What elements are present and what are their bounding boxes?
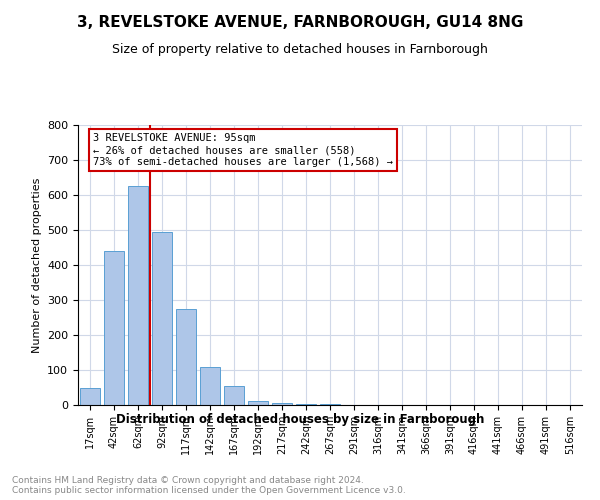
Bar — [128, 186, 148, 405]
Bar — [320, 404, 340, 405]
Y-axis label: Number of detached properties: Number of detached properties — [32, 178, 41, 352]
Bar — [80, 388, 100, 405]
Text: 3, REVELSTOKE AVENUE, FARNBOROUGH, GU14 8NG: 3, REVELSTOKE AVENUE, FARNBOROUGH, GU14 … — [77, 15, 523, 30]
Bar — [248, 401, 268, 405]
Bar — [104, 251, 124, 405]
Text: Contains HM Land Registry data © Crown copyright and database right 2024.
Contai: Contains HM Land Registry data © Crown c… — [12, 476, 406, 495]
Text: 3 REVELSTOKE AVENUE: 95sqm
← 26% of detached houses are smaller (558)
73% of sem: 3 REVELSTOKE AVENUE: 95sqm ← 26% of deta… — [93, 134, 393, 166]
Bar — [200, 366, 220, 405]
Bar — [176, 308, 196, 405]
Text: Distribution of detached houses by size in Farnborough: Distribution of detached houses by size … — [116, 412, 484, 426]
Bar — [296, 404, 316, 405]
Bar — [272, 403, 292, 405]
Text: Size of property relative to detached houses in Farnborough: Size of property relative to detached ho… — [112, 42, 488, 56]
Bar — [224, 386, 244, 405]
Bar — [152, 232, 172, 405]
